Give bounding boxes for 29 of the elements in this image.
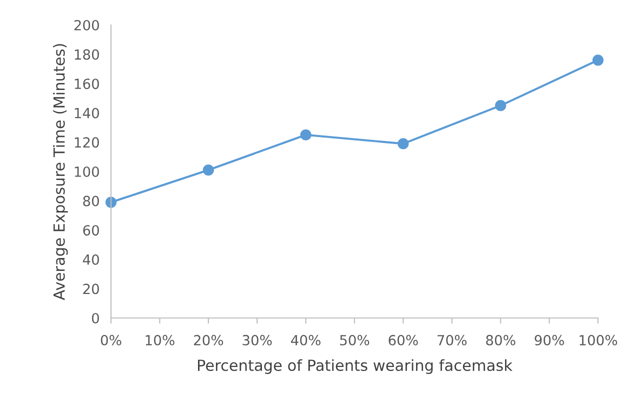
y-tick-label: 40 (82, 254, 99, 265)
y-tick-label: 200 (74, 20, 99, 30)
point (202, 164, 214, 176)
x-tick-label: 70% (438, 334, 467, 346)
x-axis-title: Percentage of Patients wearing facemask (198, 359, 512, 374)
point (495, 100, 506, 112)
y-tick-label: 180 (74, 49, 99, 60)
x-tick-label: 20% (194, 334, 224, 346)
y-tick-label: 0 (92, 312, 99, 324)
y-tick-label: 80 (83, 196, 99, 206)
y-tick-label: 140 (74, 108, 99, 118)
y-tick-label: 100 (74, 166, 99, 177)
point (300, 129, 312, 140)
x-tick-label: 90% (534, 334, 564, 346)
x-tick-label: 0% (100, 334, 122, 346)
point (592, 54, 604, 66)
x-tick-label: 60% (388, 334, 418, 346)
y-tick-label: 120 (74, 137, 99, 148)
x-tick-label: 10% (146, 334, 174, 346)
x-tick-label: 40% (291, 334, 320, 346)
y-tick-label: 20 (83, 284, 99, 294)
y-axis-title: Average Exposure Time (Minutes) (53, 44, 68, 300)
y-tick-label: 60 (83, 225, 99, 236)
y-tick-label: 160 (74, 78, 99, 90)
point (398, 138, 409, 150)
x-tick-label: 30% (242, 334, 272, 346)
x-tick-label: 80% (486, 334, 516, 346)
x-tick-label: 50% (340, 334, 370, 346)
x-tick-label: 100% (580, 334, 618, 346)
